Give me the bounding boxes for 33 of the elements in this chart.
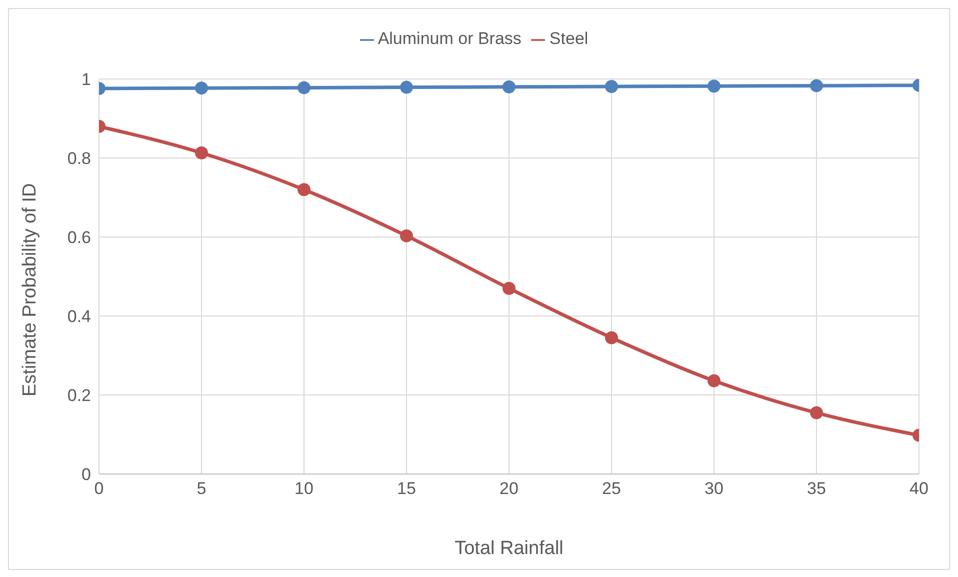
- x-tick-label: 5: [196, 479, 206, 498]
- x-tick-label: 0: [94, 479, 104, 498]
- point: [605, 331, 618, 344]
- legend-label: Steel: [549, 29, 588, 48]
- y-tick-label: 1: [82, 70, 91, 90]
- point: [708, 80, 720, 93]
- point: [502, 282, 516, 295]
- legend-label: Aluminum or Brass: [378, 29, 522, 48]
- point: [400, 80, 413, 94]
- point: [810, 79, 823, 92]
- point: [605, 80, 618, 94]
- point: [195, 146, 208, 160]
- y-tick-label: 0.4: [67, 307, 91, 326]
- point: [298, 81, 310, 94]
- x-tick-label: 20: [500, 479, 518, 498]
- point: [708, 374, 720, 388]
- point: [502, 80, 516, 94]
- x-tick-label: 25: [602, 479, 621, 498]
- point: [195, 82, 208, 95]
- point: [400, 229, 413, 242]
- x-axis-title: Total Rainfall: [454, 538, 564, 559]
- y-tick-label: 0.2: [67, 386, 91, 406]
- point: [810, 406, 823, 420]
- y-axis-title: Estimate Probability of ID: [20, 183, 41, 396]
- x-tick-label: 30: [704, 479, 724, 498]
- point: [298, 183, 310, 196]
- y-tick-label: 0.6: [67, 228, 91, 248]
- x-tick-label: 40: [910, 479, 928, 498]
- x-tick-label: 35: [807, 479, 826, 498]
- y-tick-label: 0.8: [67, 149, 91, 168]
- x-tick-label: 10: [294, 479, 314, 498]
- y-tick-label: 0: [82, 465, 91, 484]
- x-tick-label: 15: [397, 479, 416, 498]
